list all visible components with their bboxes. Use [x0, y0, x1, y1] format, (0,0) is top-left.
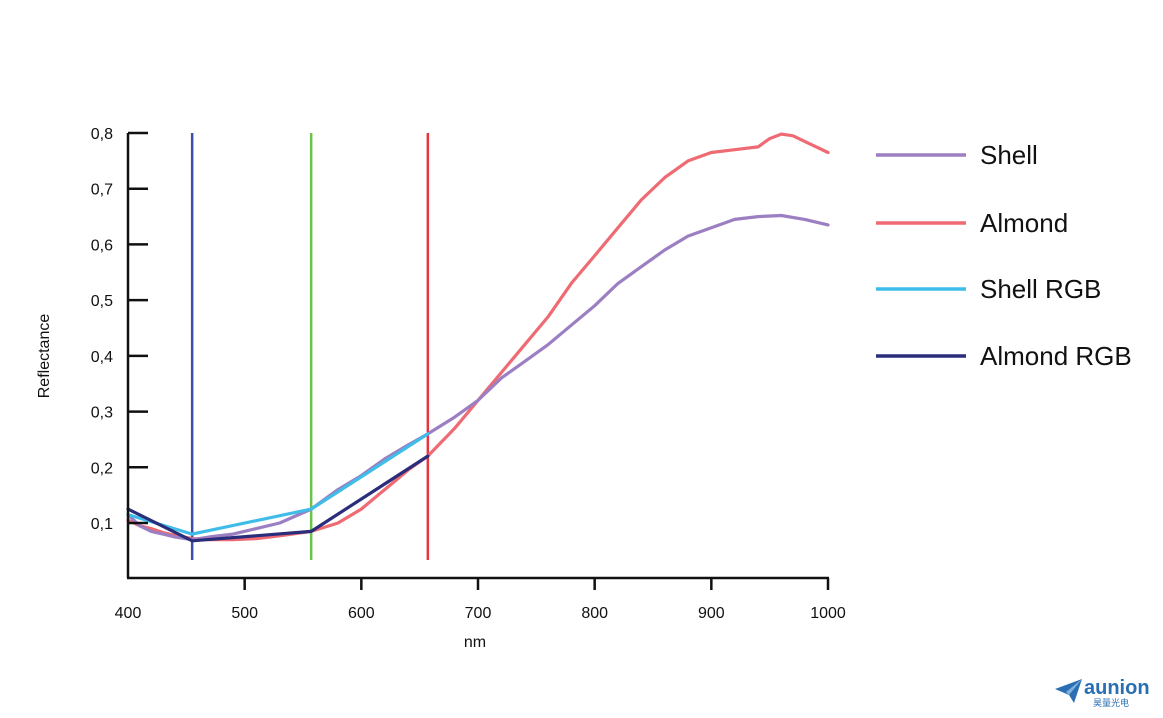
y-tick-label: 0,4: [91, 349, 113, 366]
series-line-shell: [126, 213, 830, 542]
legend-label: Shell RGB: [980, 274, 1101, 304]
x-tick-label: 800: [581, 605, 608, 622]
x-ticks: 400 500 600 700 800 900 1000: [115, 578, 846, 622]
y-tick-label: 0,1: [91, 516, 113, 533]
y-axis-title: Reflectance: [36, 314, 53, 399]
y-ticks: 0,1 0,2 0,3 0,4 0,5 0,6 0,7 0,8: [91, 126, 148, 533]
legend-label: Shell: [980, 140, 1038, 170]
y-tick-label: 0,3: [91, 405, 113, 422]
y-tick-label: 0,6: [91, 237, 113, 254]
aunion-logo: aunion 昊量光电: [1055, 677, 1150, 708]
axes: [126, 133, 829, 580]
y-tick-label: 0,8: [91, 126, 113, 143]
series-line-almond-rgb: [126, 454, 430, 543]
x-tick-label: 700: [465, 605, 492, 622]
y-tick-label: 0,2: [91, 460, 113, 477]
x-tick-label: 500: [231, 605, 258, 622]
y-tick-label: 0,5: [91, 293, 113, 310]
series-group: [126, 132, 830, 543]
paper-plane-fold: [1066, 679, 1082, 695]
x-tick-label: 900: [698, 605, 725, 622]
logo-subtitle: 昊量光电: [1093, 697, 1129, 708]
legend-label: Almond RGB: [980, 341, 1132, 371]
y-tick-label: 0,7: [91, 182, 113, 199]
x-tick-label: 1000: [810, 605, 846, 622]
x-tick-label: 400: [115, 605, 142, 622]
legend: Shell Almond Shell RGB Almond RGB: [876, 140, 1132, 371]
series-line-almond: [126, 132, 830, 542]
logo-name: aunion: [1084, 677, 1150, 699]
reference-lines: [190, 133, 430, 560]
x-axis-title: nm: [464, 634, 486, 651]
legend-label: Almond: [980, 208, 1068, 238]
x-tick-label: 600: [348, 605, 375, 622]
